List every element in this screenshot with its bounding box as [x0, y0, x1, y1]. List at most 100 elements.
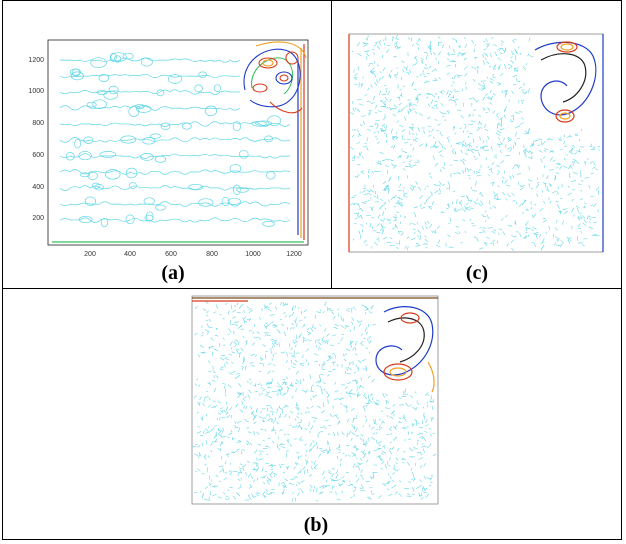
flow-vector — [251, 411, 254, 414]
flow-vector — [412, 81, 415, 86]
flow-vector — [232, 495, 237, 500]
flow-vector — [255, 407, 259, 411]
flow-vector — [492, 110, 495, 114]
flow-vector — [473, 48, 475, 53]
flow-vector — [355, 474, 357, 478]
flow-vector — [225, 361, 229, 365]
flow-vector — [515, 111, 520, 114]
flow-vector — [278, 406, 283, 411]
flow-vector — [360, 490, 366, 492]
flow-vector — [516, 68, 519, 73]
flow-vector — [314, 314, 317, 319]
flow-vector — [499, 117, 503, 120]
flow-vector — [327, 355, 332, 360]
flow-vector — [589, 161, 594, 165]
flow-vector — [404, 141, 409, 144]
flow-vector — [360, 469, 363, 474]
flow-vector — [439, 181, 442, 186]
flow-vector — [412, 147, 414, 151]
flow-vector — [414, 61, 419, 66]
flow-vector — [311, 405, 314, 408]
flow-vector — [364, 142, 367, 145]
flow-vector — [391, 410, 395, 413]
flow-vector — [425, 493, 430, 498]
flow-vector — [307, 332, 312, 336]
flow-vector — [248, 309, 254, 314]
flow-vector — [497, 172, 499, 176]
flow-vector — [433, 230, 436, 234]
flow-vector — [361, 171, 365, 175]
flow-vector — [331, 361, 337, 363]
flow-vector — [265, 392, 269, 397]
flow-vector — [436, 105, 438, 110]
flow-vector — [238, 439, 242, 443]
flow-vector — [310, 461, 314, 463]
flow-vector — [338, 451, 341, 454]
flow-vector — [532, 213, 537, 218]
flow-vector — [496, 194, 499, 199]
flow-vector — [496, 240, 498, 244]
flow-vector — [358, 103, 364, 106]
flow-vector — [488, 168, 493, 171]
flow-vector — [483, 242, 488, 247]
flow-vector — [389, 416, 394, 420]
flow-vector — [283, 433, 287, 436]
flow-vector — [323, 449, 328, 452]
flow-vector — [376, 141, 380, 144]
flow-vector — [206, 390, 209, 393]
flow-vector — [274, 474, 276, 478]
flow-vector — [294, 320, 297, 324]
flow-vector — [378, 426, 383, 431]
flow-vector — [429, 484, 432, 487]
flow-vector — [208, 371, 212, 373]
flow-vector — [221, 456, 223, 460]
flow-vector — [432, 51, 436, 56]
flow-vector — [464, 72, 468, 77]
flow-vector — [351, 317, 355, 321]
flow-vector — [240, 328, 245, 330]
flow-vector — [250, 381, 252, 385]
flow-vector — [553, 175, 557, 181]
flow-vector — [217, 400, 221, 404]
flow-vector — [370, 307, 373, 310]
flow-vector — [351, 196, 356, 199]
flow-vector — [590, 172, 594, 174]
flow-vector — [580, 189, 583, 192]
flow-vector — [373, 419, 376, 425]
flow-vector — [480, 200, 484, 205]
x-tick: 400 — [124, 251, 136, 258]
flow-vector — [388, 493, 393, 497]
flow-vector — [219, 468, 224, 473]
flow-vector — [428, 130, 431, 133]
flow-vector — [200, 417, 203, 421]
flow-vector — [495, 113, 499, 116]
flow-vector — [313, 353, 319, 356]
flow-vector — [388, 481, 391, 483]
flow-vector — [276, 329, 280, 332]
flow-vector — [260, 387, 264, 389]
flow-vector — [548, 183, 553, 187]
flow-vector — [528, 55, 534, 58]
flow-vector — [366, 129, 371, 131]
flow-vector — [359, 487, 363, 490]
flow-vector — [322, 389, 326, 391]
flow-vector — [567, 239, 571, 245]
flow-vector — [260, 476, 266, 479]
flow-vector — [530, 187, 533, 190]
flow-vector — [483, 48, 486, 50]
flow-vector — [304, 428, 308, 430]
flow-vector — [204, 464, 207, 466]
flow-vector — [212, 370, 216, 374]
flow-vector — [492, 93, 496, 96]
flow-vector — [296, 452, 300, 454]
flow-vector — [411, 456, 415, 458]
flow-vector — [376, 399, 380, 402]
flow-vector — [306, 327, 310, 331]
flow-vector — [522, 91, 525, 94]
flow-vector — [402, 151, 408, 154]
flow-vector — [210, 337, 214, 341]
flow-vector — [592, 166, 596, 169]
flow-vector — [294, 344, 297, 347]
flow-vector — [351, 424, 355, 429]
flow-vector — [552, 150, 555, 153]
